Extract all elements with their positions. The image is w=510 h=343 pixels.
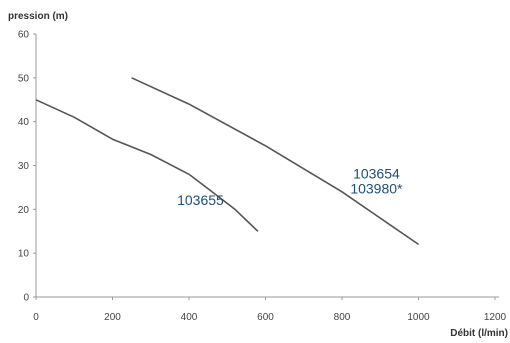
x-tick-label: 1200 bbox=[484, 312, 507, 323]
series-label: 103654 bbox=[353, 166, 400, 182]
x-tick-label: 200 bbox=[104, 312, 121, 323]
x-tick-label: 1000 bbox=[407, 312, 430, 323]
axes bbox=[35, 34, 499, 298]
series-lines bbox=[35, 77, 419, 246]
series-label: 103980* bbox=[350, 181, 403, 197]
x-tick-label: 800 bbox=[334, 312, 351, 323]
series-line-103654 bbox=[131, 77, 419, 246]
y-axis-title: pression (m) bbox=[8, 11, 68, 22]
x-tick-label: 0 bbox=[33, 312, 39, 323]
y-tick-label: 0 bbox=[23, 293, 29, 304]
x-tick-label: 400 bbox=[181, 312, 198, 323]
y-tick-label: 20 bbox=[18, 205, 30, 216]
y-tick-label: 60 bbox=[18, 30, 30, 41]
series-label: 103655 bbox=[177, 192, 224, 208]
y-tick-label: 40 bbox=[18, 117, 30, 128]
series-line-103655 bbox=[35, 99, 259, 232]
y-tick-label: 50 bbox=[18, 73, 30, 84]
x-axis-title: Débit (l/min) bbox=[450, 328, 508, 339]
y-tick-label: 10 bbox=[18, 249, 30, 260]
y-tick-label: 30 bbox=[18, 161, 30, 172]
x-tick-label: 600 bbox=[257, 312, 274, 323]
